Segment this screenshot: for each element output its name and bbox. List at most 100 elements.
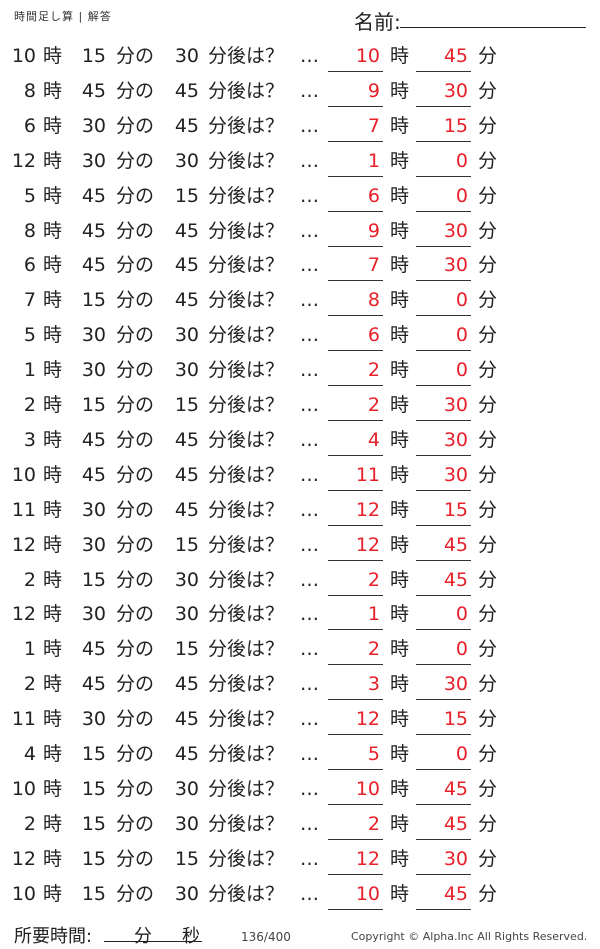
hour-label: 時 — [43, 638, 63, 661]
min-of-label: 分の — [116, 45, 155, 67]
added-minutes: 45 — [174, 428, 199, 451]
minute-label: 分 — [478, 708, 498, 731]
added-minutes: 45 — [174, 289, 199, 312]
answer-minute-line — [416, 838, 471, 840]
answer-minute-line — [416, 385, 471, 387]
added-minutes: 45 — [174, 743, 199, 765]
answer-minute-line — [416, 769, 471, 770]
min-of-label: 分の — [116, 708, 155, 731]
answer-minute: 30 — [443, 219, 468, 242]
added-minutes: 45 — [174, 254, 199, 277]
answer-minute: 0 — [455, 184, 468, 207]
min-after-label: 分後は？ — [208, 638, 285, 661]
answer-hour: 1 — [367, 603, 380, 626]
min-after-label: 分後は？ — [208, 847, 285, 870]
hour-label: 時 — [390, 324, 410, 347]
start-hour: 2 — [23, 568, 36, 591]
start-hour: 7 — [23, 289, 36, 312]
answer-minute-line — [416, 140, 471, 142]
start-minute: 30 — [81, 603, 106, 626]
start-hour: 10 — [11, 882, 36, 905]
start-minute: 45 — [81, 219, 106, 242]
hour-label: 時 — [43, 219, 63, 242]
hour-label: 時 — [43, 463, 63, 486]
answer-minute: 45 — [443, 882, 468, 905]
answer-hour: 7 — [367, 254, 380, 277]
answer-minute-line — [416, 803, 471, 805]
ellipsis: … — [300, 394, 319, 416]
added-minutes: 15 — [174, 533, 199, 556]
minute-label: 分 — [478, 45, 498, 67]
answer-minute-line — [416, 175, 471, 177]
start-hour: 3 — [23, 428, 36, 451]
answer-minute: 0 — [455, 359, 468, 382]
problem-row: 8 時 45 分の 45 分後は？… 9 時 30 分 — [0, 216, 600, 247]
min-after-label: 分後は？ — [208, 428, 285, 451]
min-of-label: 分の — [116, 149, 155, 172]
min-after-label: 分後は？ — [208, 254, 285, 277]
answer-hour: 12 — [355, 498, 380, 521]
answer-minute: 0 — [455, 324, 468, 347]
answer-hour: 7 — [367, 114, 380, 137]
hour-label: 時 — [43, 289, 63, 312]
start-hour: 12 — [11, 533, 36, 556]
ellipsis: … — [300, 882, 319, 905]
min-after-label: 分後は？ — [208, 324, 285, 347]
time-sec-label: 秒 — [182, 926, 200, 947]
answer-hour: 10 — [355, 45, 380, 67]
ellipsis: … — [300, 673, 319, 696]
problem-row: 12 時 30 分の 30 分後は？… 1 時 0 分 — [0, 146, 600, 177]
answer-hour-line — [328, 210, 383, 212]
answer-minute: 45 — [443, 568, 468, 591]
start-minute: 15 — [81, 882, 106, 905]
min-of-label: 分の — [116, 673, 155, 696]
min-after-label: 分後は？ — [208, 533, 285, 556]
added-minutes: 30 — [174, 882, 199, 905]
answer-hour: 2 — [367, 394, 380, 416]
added-minutes: 30 — [174, 149, 199, 172]
added-minutes: 45 — [174, 219, 199, 242]
start-minute: 15 — [81, 45, 106, 67]
min-after-label: 分後は？ — [208, 777, 285, 800]
problem-row: 10 時 45 分の 45 分後は？ … 11 時 30 分 — [0, 460, 600, 491]
hour-label: 時 — [390, 219, 410, 242]
start-minute: 45 — [81, 673, 106, 696]
added-minutes: 15 — [174, 638, 199, 661]
hour-label: 時 — [43, 324, 63, 347]
answer-hour-line — [328, 803, 383, 805]
hour-label: 時 — [390, 882, 410, 905]
ellipsis: … — [300, 847, 319, 870]
answer-minute-line — [416, 489, 471, 491]
answer-minute-line — [416, 350, 471, 352]
start-minute: 15 — [81, 568, 106, 591]
problem-row: 10 時 15 分の 30 分後は？ … 10 時 45 分 — [0, 41, 600, 72]
problem-row: 2 時 15 分の 30 分後は？… 2 時 45 分 — [0, 565, 600, 596]
ellipsis: … — [300, 463, 319, 486]
problem-row: 12 時 30 分の 15 分後は？ … 12 時 45 分 — [0, 530, 600, 561]
answer-minute: 45 — [443, 45, 468, 67]
start-hour: 5 — [23, 324, 36, 347]
min-of-label: 分の — [116, 568, 155, 591]
problem-row: 6 時 45 分の 45 分後は？… 7 時 30 分 — [0, 250, 600, 282]
start-hour: 11 — [11, 498, 36, 521]
answer-minute: 0 — [455, 743, 468, 765]
answer-minute: 45 — [443, 533, 468, 556]
answer-minute-line — [416, 594, 471, 596]
min-of-label: 分の — [116, 114, 155, 137]
ellipsis: … — [300, 498, 319, 521]
min-of-label: 分の — [116, 812, 155, 835]
min-after-label: 分後は？ — [208, 882, 285, 905]
hour-label: 時 — [390, 568, 410, 591]
min-after-label: 分後は？ — [208, 114, 285, 137]
problem-row: 5 時 45 分の 15 分後は？… 6 時 0 分 — [0, 181, 600, 212]
answer-minute: 0 — [455, 289, 468, 312]
min-after-label: 分後は？ — [208, 184, 285, 207]
worksheet-title: 時間足し算 | 解答 — [14, 10, 112, 23]
answer-minute-line — [416, 105, 471, 107]
time-taken-line — [104, 941, 202, 942]
hour-label: 時 — [390, 603, 410, 626]
added-minutes: 30 — [174, 324, 199, 347]
ellipsis: … — [300, 254, 319, 277]
answer-hour-line — [328, 105, 383, 107]
